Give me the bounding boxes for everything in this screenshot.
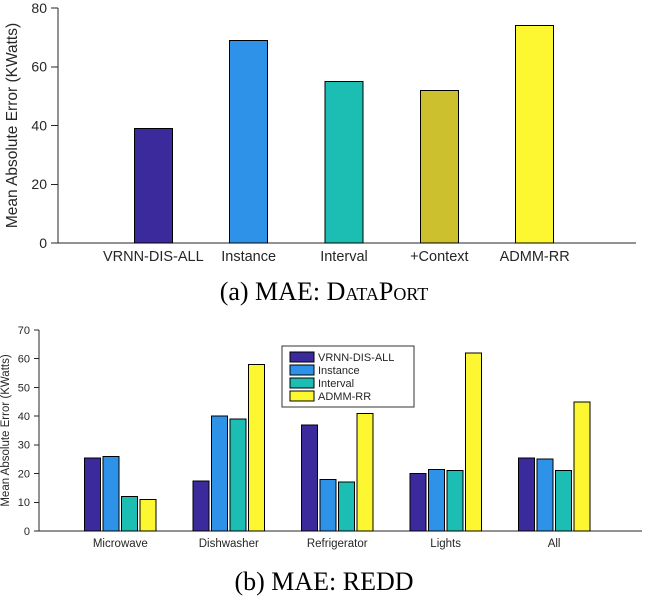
caption-b: (b) MAE: REDD <box>0 562 648 607</box>
caption-a-name: DataPort <box>326 277 429 306</box>
caption-a-prefix: (a) MAE: <box>219 277 327 306</box>
legend-label: Interval <box>318 378 354 390</box>
y-axis-label: Mean Absolute Error (KWatts) <box>0 354 12 506</box>
legend-label: ADMM-RR <box>318 391 371 403</box>
x-tick-label: ADMM-RR <box>500 249 570 265</box>
x-tick-label: VRNN-DIS-ALL <box>103 249 204 265</box>
y-axis-label: Mean Absolute Error (KWatts) <box>4 23 21 228</box>
legend-swatch-Interval <box>289 377 315 389</box>
y-tick-label: 0 <box>39 235 47 251</box>
bar-Lights-Instance <box>427 468 445 532</box>
legend-swatch-VRNN-DIS-ALL <box>289 351 315 363</box>
bar-Instance <box>229 39 269 244</box>
x-tick-label: Lights <box>430 538 461 550</box>
bar-All-VRNN-DIS-ALL <box>517 457 535 532</box>
bar-Microwave-Instance <box>102 455 120 532</box>
bar-Refrigerator-Instance <box>319 478 337 532</box>
bar-Microwave-Interval <box>121 496 139 532</box>
bar-Interval <box>324 80 364 244</box>
x-tick-label: All <box>548 538 561 550</box>
legend-swatch-Instance <box>289 364 315 376</box>
bar-Lights-ADMM-RR <box>464 352 482 532</box>
caption-a: (a) MAE: DataPort <box>0 266 648 318</box>
bar-Microwave-VRNN-DIS-ALL <box>84 457 102 532</box>
legend-swatch-ADMM-RR <box>289 390 315 402</box>
y-tick-label: 30 <box>18 440 30 452</box>
y-tick-label: 20 <box>18 468 30 480</box>
bar-Lights-Interval <box>446 470 464 532</box>
bar-Dishwasher-VRNN-DIS-ALL <box>192 480 210 532</box>
bar-Dishwasher-ADMM-RR <box>248 363 266 532</box>
y-tick-label: 40 <box>18 411 30 423</box>
x-tick-label: Instance <box>221 249 276 265</box>
y-tick-label: 70 <box>18 325 30 337</box>
y-tick-label: 50 <box>18 382 30 394</box>
x-tick-label: Refrigerator <box>307 538 368 550</box>
x-tick-label: Interval <box>320 249 368 265</box>
x-tick-label: Microwave <box>93 538 148 550</box>
legend-label: Instance <box>318 365 360 377</box>
bar-Dishwasher-Interval <box>229 418 247 532</box>
mae-dataport-chart: 0 20 40 60 80 Mean Absolute Error (KWatts) VRN… <box>4 0 636 265</box>
y-tick-label: 60 <box>18 354 30 366</box>
y-tick-label: 60 <box>31 59 47 75</box>
bar-Dishwasher-Instance <box>211 415 229 532</box>
x-tick-label: Dishwasher <box>199 538 259 550</box>
y-tick-label: 10 <box>18 497 30 509</box>
bar-VRNN-DIS-ALL <box>133 127 173 244</box>
mae-redd-chart: 0 10 20 30 40 50 60 70 Mean Absolute Error (KWat… <box>0 325 642 550</box>
bar-Microwave-ADMM-RR <box>139 498 157 532</box>
bar-+Context <box>419 89 459 244</box>
bar-All-Instance <box>536 458 554 532</box>
bar-ADMM-RR <box>515 25 555 244</box>
y-tick-label: 80 <box>31 0 47 16</box>
caption-b-text: (b) MAE: REDD <box>234 567 414 596</box>
bar-Refrigerator-VRNN-DIS-ALL <box>300 424 318 532</box>
bar-Refrigerator-Interval <box>337 481 355 532</box>
y-tick-label: 40 <box>31 117 47 133</box>
bar-All-Interval <box>554 470 572 532</box>
bar-All-ADMM-RR <box>573 401 591 532</box>
y-tick-label: 0 <box>24 526 30 538</box>
bar-Refrigerator-ADMM-RR <box>356 412 374 532</box>
bar-Lights-VRNN-DIS-ALL <box>409 473 427 532</box>
x-tick-label: +Context <box>410 249 468 265</box>
y-tick-label: 20 <box>31 176 47 192</box>
legend-label: VRNN-DIS-ALL <box>318 352 394 364</box>
